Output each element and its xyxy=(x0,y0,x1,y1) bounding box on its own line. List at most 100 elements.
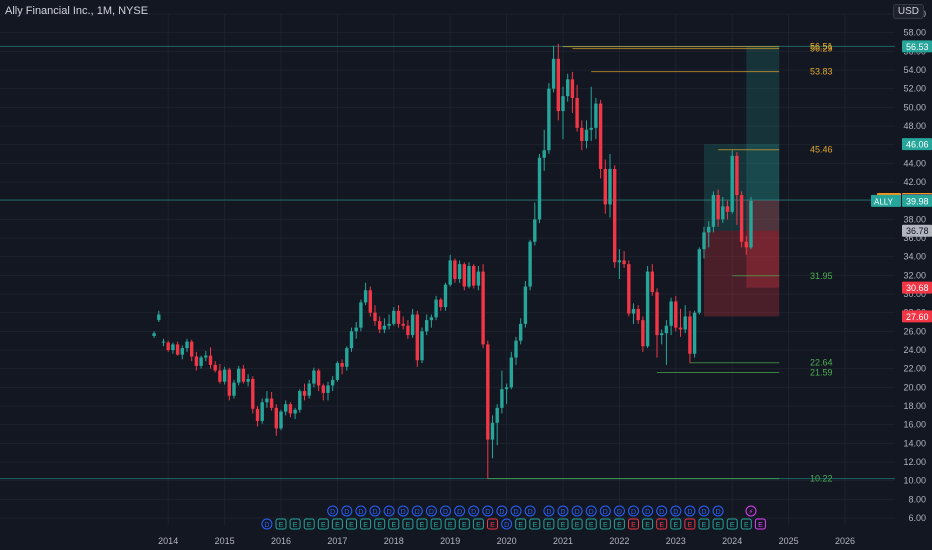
earnings-marker[interactable]: E xyxy=(628,518,639,530)
earnings-marker-shape xyxy=(402,518,414,530)
earnings-marker[interactable]: E xyxy=(754,518,766,530)
dividend-marker[interactable]: D xyxy=(712,505,724,517)
earnings-marker[interactable]: E xyxy=(317,518,329,530)
earnings-marker[interactable]: E xyxy=(416,518,428,530)
earnings-marker[interactable]: E xyxy=(444,518,456,530)
dividend-marker-circle xyxy=(585,505,597,517)
candle-body xyxy=(443,284,448,308)
dividend-marker[interactable]: D xyxy=(543,505,555,517)
dividend-marker[interactable]: D xyxy=(454,505,466,517)
dividend-marker[interactable]: D xyxy=(327,505,339,517)
dividend-marker[interactable]: D xyxy=(440,505,451,517)
earnings-marker[interactable]: E xyxy=(487,518,498,530)
candle-body xyxy=(335,363,340,380)
earnings-marker[interactable]: E xyxy=(670,518,682,530)
earnings-marker[interactable]: E xyxy=(458,518,470,530)
dividend-marker[interactable]: D xyxy=(468,505,480,517)
earnings-marker[interactable]: D xyxy=(501,518,513,530)
candle xyxy=(439,297,443,311)
candle-body xyxy=(744,241,748,248)
price-badge-bg xyxy=(902,138,932,151)
earnings-marker[interactable]: E xyxy=(656,518,668,530)
dividend-marker-circle xyxy=(369,505,381,517)
candle-body xyxy=(382,325,387,330)
earnings-marker[interactable]: E xyxy=(571,518,583,530)
earnings-marker[interactable]: E xyxy=(712,518,724,530)
earnings-marker[interactable]: E xyxy=(331,518,343,530)
earnings-marker[interactable]: E xyxy=(402,518,414,530)
currency-button[interactable]: USD xyxy=(892,4,924,19)
chart-title: Ally Financial Inc., 1M, NYSE xyxy=(5,5,149,17)
earnings-marker[interactable]: E xyxy=(360,518,372,530)
earnings-marker-shape xyxy=(740,518,752,530)
earnings-marker[interactable]: E xyxy=(642,518,654,530)
earnings-marker-shape xyxy=(331,518,343,530)
candle xyxy=(218,364,222,384)
earnings-marker-label: E xyxy=(391,522,396,529)
earnings-marker[interactable]: E xyxy=(346,518,357,530)
earnings-marker[interactable]: E xyxy=(275,518,287,530)
dividend-marker[interactable]: D xyxy=(383,505,395,517)
earnings-marker[interactable]: E xyxy=(289,518,301,530)
earnings-marker[interactable]: E xyxy=(684,518,696,530)
earnings-marker[interactable]: E xyxy=(472,518,484,530)
dividend-marker[interactable]: D xyxy=(571,505,583,517)
dividend-marker[interactable]: D xyxy=(613,505,625,517)
dividend-marker[interactable]: D xyxy=(482,505,494,517)
dividend-marker[interactable]: D xyxy=(397,505,409,517)
dividend-marker[interactable]: D xyxy=(670,505,682,517)
dividend-marker[interactable]: D xyxy=(341,505,353,517)
candle-body xyxy=(627,264,631,314)
earnings-marker[interactable]: E xyxy=(388,518,400,530)
candle xyxy=(735,152,739,225)
candle xyxy=(251,376,255,414)
earnings-marker[interactable]: E xyxy=(613,518,625,530)
dividend-marker[interactable]: D xyxy=(411,505,423,517)
dividend-marker-circle xyxy=(712,505,724,517)
dividend-marker[interactable]: D xyxy=(698,505,710,517)
earnings-marker[interactable]: E xyxy=(740,518,752,530)
y-tick-label: 54.00 xyxy=(903,65,926,75)
candle xyxy=(274,404,278,436)
earnings-marker[interactable]: E xyxy=(726,518,738,530)
dividend-marker[interactable]: D xyxy=(656,505,668,517)
earnings-marker-shape xyxy=(416,518,428,530)
dividend-marker[interactable]: D xyxy=(599,505,611,517)
earnings-marker-shape xyxy=(317,518,329,530)
x-tick-label: 2017 xyxy=(327,536,347,546)
earnings-marker[interactable]: E xyxy=(515,518,527,530)
dividend-marker[interactable]: D xyxy=(355,505,367,517)
earnings-marker[interactable]: D xyxy=(261,518,273,530)
earnings-marker[interactable]: E xyxy=(543,518,555,530)
dividend-marker[interactable]: D xyxy=(510,505,522,517)
dividend-marker[interactable]: D xyxy=(369,505,381,517)
earnings-marker[interactable]: E xyxy=(374,518,386,530)
price-badge-label: ALLY xyxy=(874,197,894,206)
earnings-marker[interactable]: E xyxy=(585,518,597,530)
dividend-marker[interactable]: D xyxy=(642,505,654,517)
candle-body xyxy=(725,206,730,212)
candle-body xyxy=(378,321,382,330)
candle xyxy=(420,327,424,364)
dividend-marker[interactable]: D xyxy=(585,505,597,517)
dividend-marker[interactable]: D xyxy=(628,505,639,517)
earnings-marker[interactable]: E xyxy=(529,518,541,530)
dividend-marker-label: D xyxy=(344,509,349,516)
dividend-marker[interactable]: D xyxy=(684,505,696,517)
price-badge-value: 30.68 xyxy=(906,283,929,293)
candle xyxy=(636,305,640,324)
dividend-marker[interactable]: D xyxy=(557,505,569,517)
earnings-marker[interactable]: E xyxy=(303,518,315,530)
earnings-marker[interactable]: E xyxy=(599,518,611,530)
earnings-marker[interactable]: E xyxy=(698,518,710,530)
candle-body xyxy=(331,379,335,386)
dividend-marker[interactable]: D xyxy=(496,505,508,517)
earnings-marker[interactable]: E xyxy=(557,518,569,530)
x-tick-label: 2024 xyxy=(722,536,742,546)
candle xyxy=(232,379,236,399)
dividend-marker[interactable]: D xyxy=(524,505,536,517)
earnings-marker[interactable]: E xyxy=(430,518,442,530)
candle-body xyxy=(472,266,476,286)
dividend-marker[interactable]: D xyxy=(425,505,437,517)
